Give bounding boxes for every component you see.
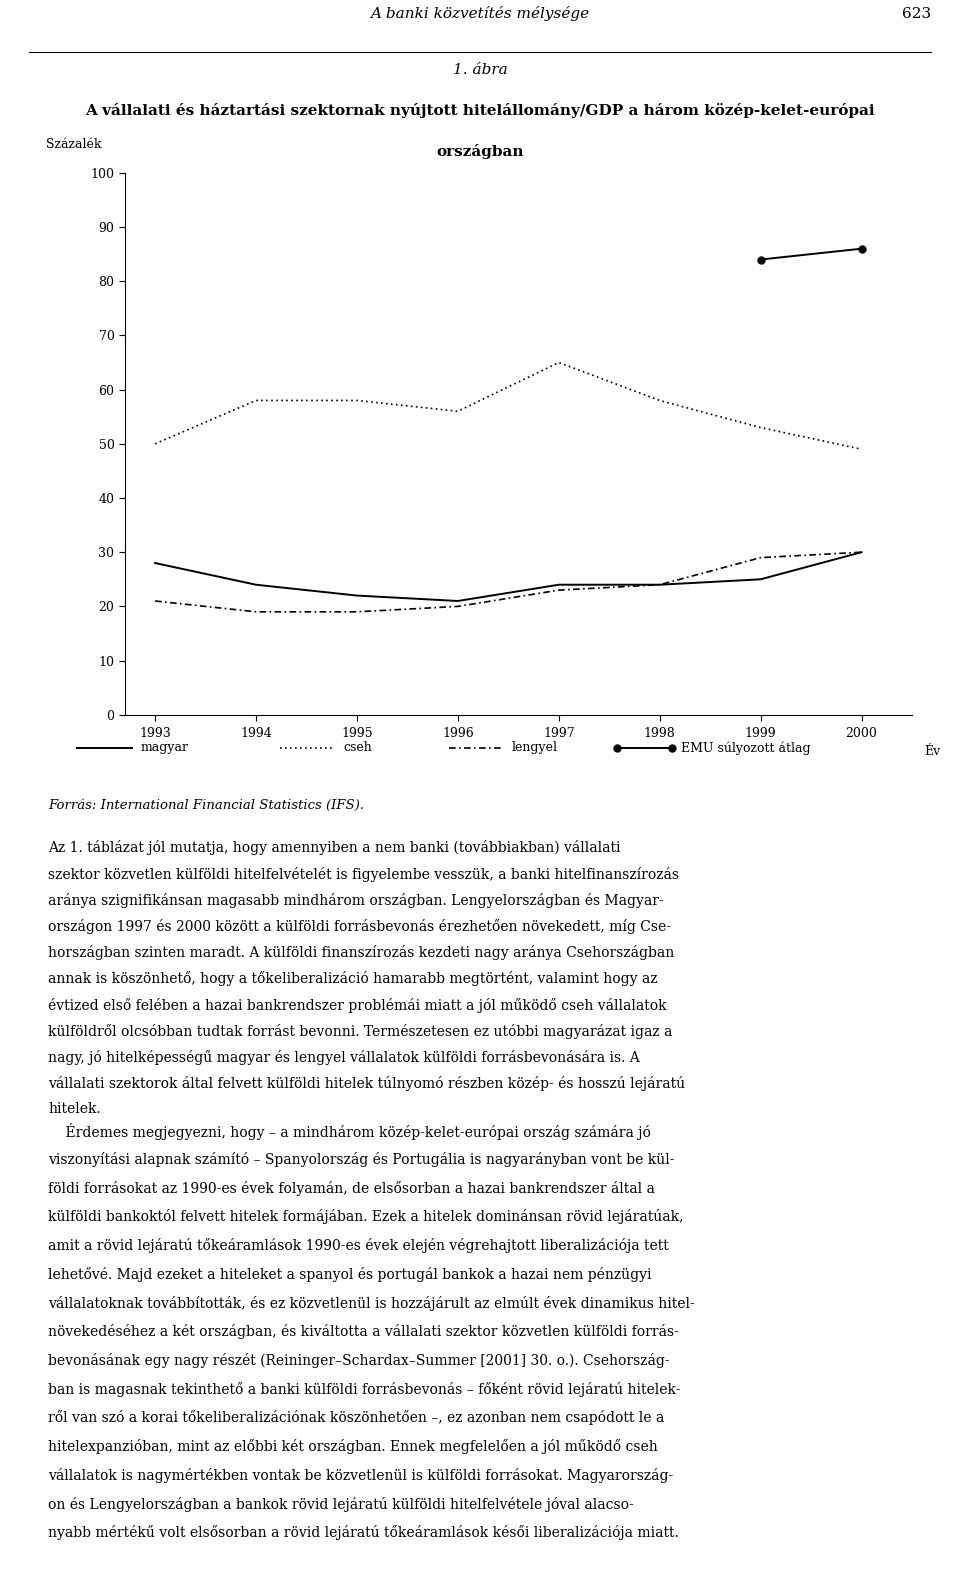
Text: földi forrásokat az 1990-es évek folyamán, de elsősorban a hazai bankrendszer ál: földi forrásokat az 1990-es évek folyamá… [48,1181,655,1196]
Text: Százalék: Százalék [46,138,102,151]
Text: lengyel: lengyel [512,742,558,754]
Text: Az 1. táblázat jól mutatja, hogy amennyiben a nem banki (továbbiakban) vállalati: Az 1. táblázat jól mutatja, hogy amennyi… [48,840,620,856]
Text: országban: országban [436,143,524,159]
Text: bevonásának egy nagy részét (Reininger–Schardax–Summer [2001] 30. o.). Csehorszá: bevonásának egy nagy részét (Reininger–S… [48,1353,670,1368]
Text: szektor közvetlen külföldi hitelfelvételét is figyelembe vesszük, a banki hitelf: szektor közvetlen külföldi hitelfelvétel… [48,867,679,881]
Text: magyar: magyar [140,742,188,754]
Text: viszonyítási alapnak számító – Spanyolország és Portugália is nagyarányban vont : viszonyítási alapnak számító – Spanyolor… [48,1152,675,1167]
Text: EMU súlyozott átlag: EMU súlyozott átlag [681,742,810,754]
Text: cseh: cseh [343,742,372,754]
Text: évtized első felében a hazai bankrendszer problémái miatt a jól működő cseh váll: évtized első felében a hazai bankrendsze… [48,998,666,1013]
Text: A banki közvetítés mélysége: A banki közvetítés mélysége [371,6,589,22]
Text: vállalatoknak továbbították, és ez közvetlenül is hozzájárult az elmúlt évek din: vállalatoknak továbbították, és ez közve… [48,1296,695,1310]
Text: lehetővé. Majd ezeket a hiteleket a spanyol és portugál bankok a hazai nem pénzü: lehetővé. Majd ezeket a hiteleket a span… [48,1266,652,1282]
Text: nyabb mértékű volt elsősorban a rövid lejáratú tőkeáramlások késői liberalizáció: nyabb mértékű volt elsősorban a rövid le… [48,1525,679,1540]
Text: amit a rövid lejáratú tőkeáramlások 1990-es évek elején végrehajtott liberalizác: amit a rövid lejáratú tőkeáramlások 1990… [48,1238,669,1254]
Text: annak is köszönhető, hogy a tőkeliberalizáció hamarabb megtörtént, valamint hogy: annak is köszönhető, hogy a tőkeliberali… [48,971,658,987]
Text: külföldi bankoktól felvett hitelek formájában. Ezek a hitelek dominánsan rövid l: külföldi bankoktól felvett hitelek formá… [48,1210,684,1224]
Text: on és Lengyelországban a bankok rövid lejáratú külföldi hitelfelvétele jóval ala: on és Lengyelországban a bankok rövid le… [48,1497,634,1511]
Text: hitelexpanzióban, mint az előbbi két országban. Ennek megfelelően a jól működő c: hitelexpanzióban, mint az előbbi két ors… [48,1439,658,1455]
Text: 1. ábra: 1. ábra [452,63,508,77]
Text: hitelek.: hitelek. [48,1103,101,1117]
Text: A vállalati és háztartási szektornak nyújtott hitelállomány/GDP a három közép-ke: A vállalati és háztartási szektornak nyú… [85,104,875,118]
Text: Érdemes megjegyezni, hogy – a mindhárom közép-kelet-európai ország számára jó: Érdemes megjegyezni, hogy – a mindhárom … [48,1123,651,1141]
Text: hországban szinten maradt. A külföldi finanszírozás kezdeti nagy aránya Csehorsz: hországban szinten maradt. A külföldi fi… [48,946,674,960]
Text: aránya szignifikánsan magasabb mindhárom országban. Lengyelországban és Magyar-: aránya szignifikánsan magasabb mindhárom… [48,892,663,908]
Text: 623: 623 [902,6,931,20]
Text: Év: Év [924,745,940,757]
Text: Forrás: International Financial Statistics (IFS).: Forrás: International Financial Statisti… [48,798,364,812]
Text: külföldről olcsóbban tudtak forrást bevonni. Természetesen ez utóbbi magyarázat : külföldről olcsóbban tudtak forrást bevo… [48,1024,672,1038]
Text: vállalati szektorok által felvett külföldi hitelek túlnyomó részben közép- és ho: vállalati szektorok által felvett külföl… [48,1076,685,1092]
Text: ről van szó a korai tőkeliberalizációnak köszönhetően –, ez azonban nem csapódot: ről van szó a korai tőkeliberalizációnak… [48,1411,664,1425]
Text: ban is magasnak tekinthető a banki külföldi forrásbevonás – főként rövid lejárat: ban is magasnak tekinthető a banki külfö… [48,1381,681,1397]
Text: nagy, jó hitelképességű magyar és lengyel vállalatok külföldi forrásbevonására i: nagy, jó hitelképességű magyar és lengye… [48,1049,639,1065]
Text: országon 1997 és 2000 között a külföldi forrásbevonás érezhetően növekedett, míg: országon 1997 és 2000 között a külföldi … [48,919,671,935]
Text: vállalatok is nagymértékben vontak be közvetlenül is külföldi forrásokat. Magyar: vállalatok is nagymértékben vontak be kö… [48,1467,673,1483]
Text: növekedéséhez a két országban, és kiváltotta a vállalati szektor közvetlen külfö: növekedéséhez a két országban, és kivált… [48,1324,679,1338]
